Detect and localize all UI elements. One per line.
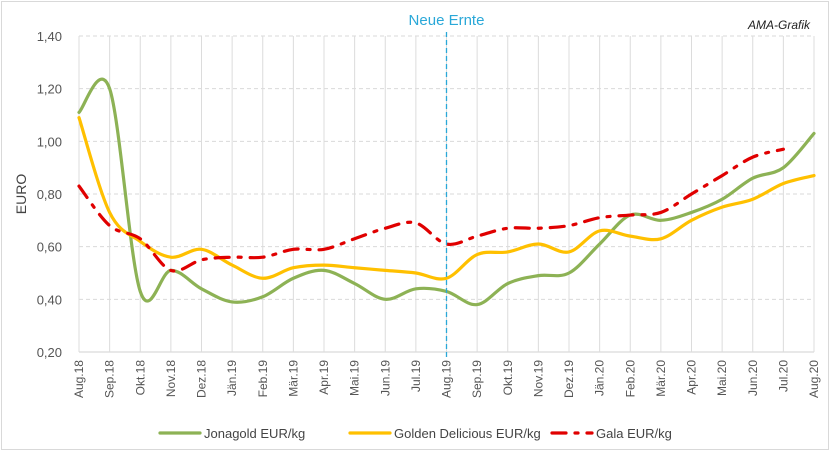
y-tick-label: 1,00: [37, 134, 62, 149]
x-tick-label: Apr.20: [685, 360, 699, 395]
x-tick-label: Aug.19: [440, 360, 454, 398]
x-tick-label: Aug.18: [72, 360, 86, 398]
x-tick-label: Mär.20: [654, 360, 668, 397]
x-tick-label: Nov.19: [531, 360, 545, 397]
x-tick-label: Jul.20: [776, 360, 790, 392]
y-tick-label: 0,40: [37, 292, 62, 307]
x-tick-label: Nov.18: [164, 360, 178, 397]
x-tick-label: Okt.18: [133, 360, 147, 396]
x-tick-label: Jul.19: [409, 360, 423, 392]
legend-label: Gala EUR/kg: [596, 426, 672, 441]
legend-label: Golden Delicious EUR/kg: [394, 426, 541, 441]
x-tick-label: Okt.19: [501, 360, 515, 396]
x-tick-label: Jun.19: [378, 360, 392, 396]
x-tick-label: Jän.20: [593, 360, 607, 396]
x-tick-label: Sep.18: [103, 360, 117, 398]
source-label: AMA-Grafik: [747, 18, 811, 32]
x-tick-label: Dez.19: [562, 360, 576, 398]
x-tick-label: Mai.19: [348, 360, 362, 396]
series-line-1: [77, 116, 816, 281]
x-tick-label: Feb.19: [256, 360, 270, 398]
x-tick-label: Jän.19: [225, 360, 239, 396]
x-tick-label: Apr.19: [317, 360, 331, 395]
x-tick-label: Sep.19: [470, 360, 484, 398]
legend-label: Jonagold EUR/kg: [204, 426, 305, 441]
y-tick-label: 1,20: [37, 82, 62, 97]
annotation-neue-ernte: Neue Ernte: [409, 12, 485, 29]
x-tick-label: Feb.20: [623, 360, 637, 398]
x-tick-label: Jun.20: [746, 360, 760, 396]
y-tick-label: 1,40: [37, 29, 62, 44]
x-tick-label: Mär.19: [286, 360, 300, 397]
y-tick-label: 0,80: [37, 187, 62, 202]
y-axis-label: EURO: [13, 174, 29, 215]
x-tick-label: Mai.20: [715, 360, 729, 396]
x-tick-label: Dez.18: [195, 360, 209, 398]
series-line-2: [77, 147, 785, 273]
x-tick-label: Aug.20: [807, 360, 821, 398]
y-tick-label: 0,60: [37, 240, 62, 255]
y-tick-label: 0,20: [37, 345, 62, 360]
